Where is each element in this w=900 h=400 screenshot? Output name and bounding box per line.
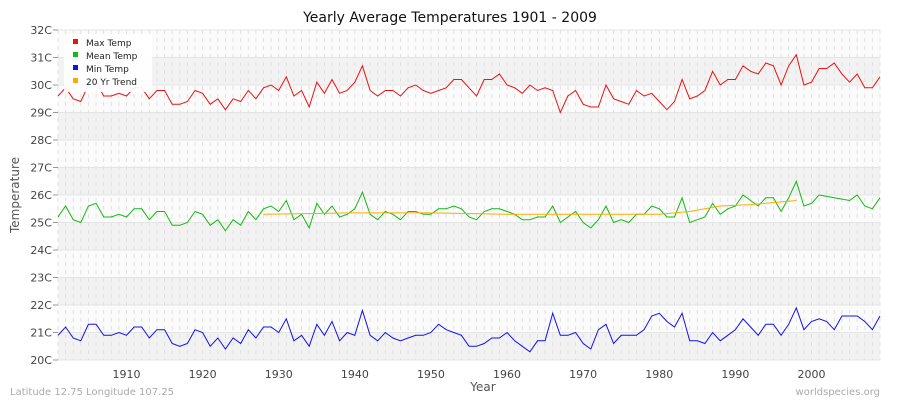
y-tick-label: 29C bbox=[30, 107, 52, 120]
y-axis-label: Temperature bbox=[8, 157, 22, 234]
series-line-20-yr-trend bbox=[263, 200, 797, 215]
band bbox=[58, 222, 880, 250]
y-tick-label: 23C bbox=[30, 272, 52, 285]
y-tick-label: 22C bbox=[30, 299, 52, 312]
legend-label: Min Temp bbox=[86, 65, 129, 75]
x-tick-label: 1980 bbox=[645, 368, 673, 381]
legend-swatch bbox=[73, 39, 78, 44]
y-tick-label: 25C bbox=[30, 217, 52, 230]
legend-swatch bbox=[73, 52, 78, 57]
legend-label: Max Temp bbox=[86, 39, 132, 49]
series-line-max-temp bbox=[57, 53, 881, 114]
x-tick-label: 1960 bbox=[493, 368, 521, 381]
y-tick-label: 21C bbox=[30, 327, 52, 340]
x-axis-ticks: 1910 1920 1930 1940 1950 1960 1970 1980 1990 2000 bbox=[113, 368, 826, 381]
chart-title: Yearly Average Temperatures 1901 - 2009 bbox=[302, 10, 597, 26]
series-lines bbox=[57, 53, 881, 353]
band bbox=[58, 30, 880, 58]
x-tick-label: 1970 bbox=[569, 368, 597, 381]
source-label: worldspecies.org bbox=[796, 387, 880, 398]
x-axis-label: Year bbox=[469, 380, 495, 394]
y-axis-ticks: 20C 21C 22C 23C 24C 25C 26C 27C 28C 29C 30C 31C 32C bbox=[30, 24, 52, 367]
y-tick-label: 24C bbox=[30, 244, 52, 257]
y-tick-label: 28C bbox=[30, 134, 52, 147]
series-line-min-temp bbox=[57, 306, 881, 353]
y-tick-label: 31C bbox=[30, 52, 52, 65]
legend-swatch bbox=[73, 65, 78, 70]
legend-swatch bbox=[73, 78, 78, 83]
series-line-mean-temp bbox=[57, 179, 881, 232]
legend-label: Mean Temp bbox=[86, 52, 138, 62]
y-tick-label: 27C bbox=[30, 162, 52, 175]
location-label: Latitude 12.75 Longitude 107.25 bbox=[10, 387, 174, 398]
x-tick-label: 1930 bbox=[265, 368, 293, 381]
y-tick-label: 32C bbox=[30, 24, 52, 37]
x-tick-label: 1940 bbox=[341, 368, 369, 381]
x-tick-label: 1910 bbox=[113, 368, 141, 381]
grid-lines bbox=[53, 29, 881, 361]
y-tick-label: 20C bbox=[30, 354, 52, 367]
y-tick-label: 26C bbox=[30, 189, 52, 202]
legend: Max Temp Mean Temp Min Temp 20 Yr Trend bbox=[64, 34, 152, 92]
x-tick-label: 1950 bbox=[417, 368, 445, 381]
x-tick-label: 1920 bbox=[189, 368, 217, 381]
y-tick-label: 30C bbox=[30, 79, 52, 92]
band bbox=[58, 277, 880, 305]
x-tick-label: 2000 bbox=[798, 368, 826, 381]
legend-label: 20 Yr Trend bbox=[86, 78, 137, 88]
legend-box bbox=[64, 34, 152, 92]
x-tick-label: 1990 bbox=[721, 368, 749, 381]
